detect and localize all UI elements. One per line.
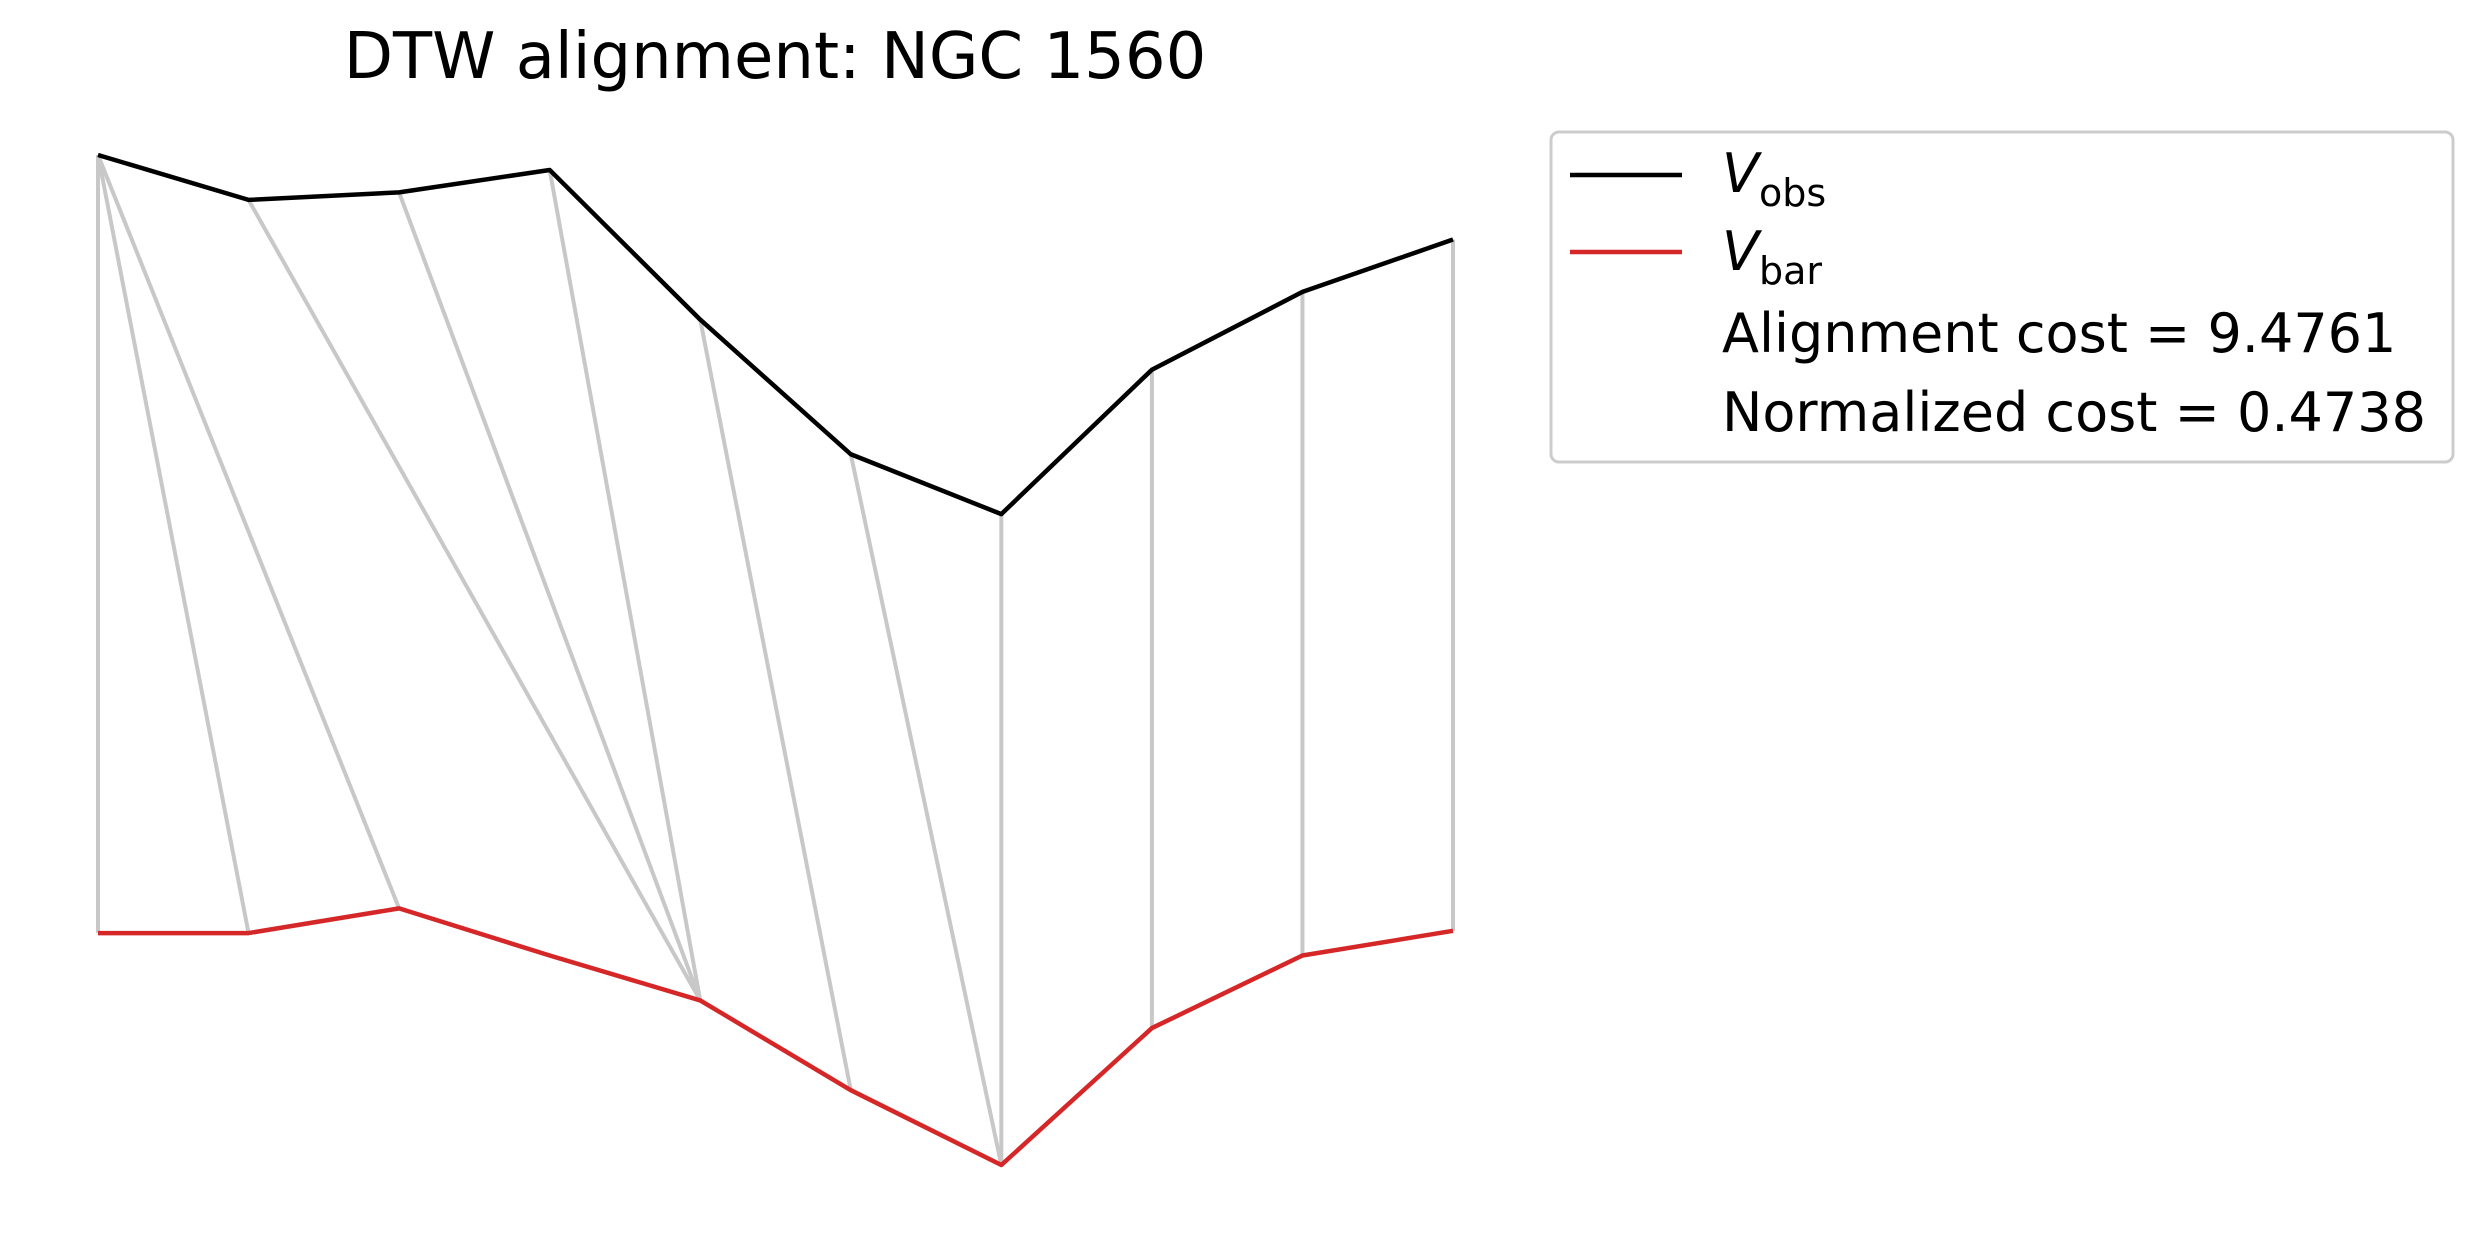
legend-obs-sub: obs [1759,171,1826,215]
legend-bar-label: Vbar [1722,220,1822,293]
alignment-line-3 [246,198,702,1002]
legend-obs-label: Vobs [1722,142,1826,215]
alignment-line-6 [698,319,853,1091]
legend-cost-label: Alignment cost = 9.4761 [1722,302,2396,365]
legend-normalized-cost-label: Normalized cost = 0.4738 [1722,381,2426,444]
alignment-line-5 [547,169,703,1001]
alignment-line-1 [96,154,251,934]
legend-bar-main: V [1722,220,1763,283]
legend-bar-sub: bar [1759,249,1822,293]
legend: Vobs Vbar Alignment cost = 9.4761 Normal… [1549,130,2455,464]
alignment-line-2 [96,154,401,910]
legend-obs-main: V [1722,142,1763,205]
series-line-bar [98,906,1454,1168]
alignment-lines [96,154,1455,1166]
alignment-line-4 [397,191,703,1002]
series-line-obs [97,152,1454,517]
legend-frame [1549,130,2455,464]
chart-title: DTW alignment: NGC 1560 [344,20,1207,94]
series-lines [97,152,1454,1168]
alignment-line-7 [848,453,1004,1166]
